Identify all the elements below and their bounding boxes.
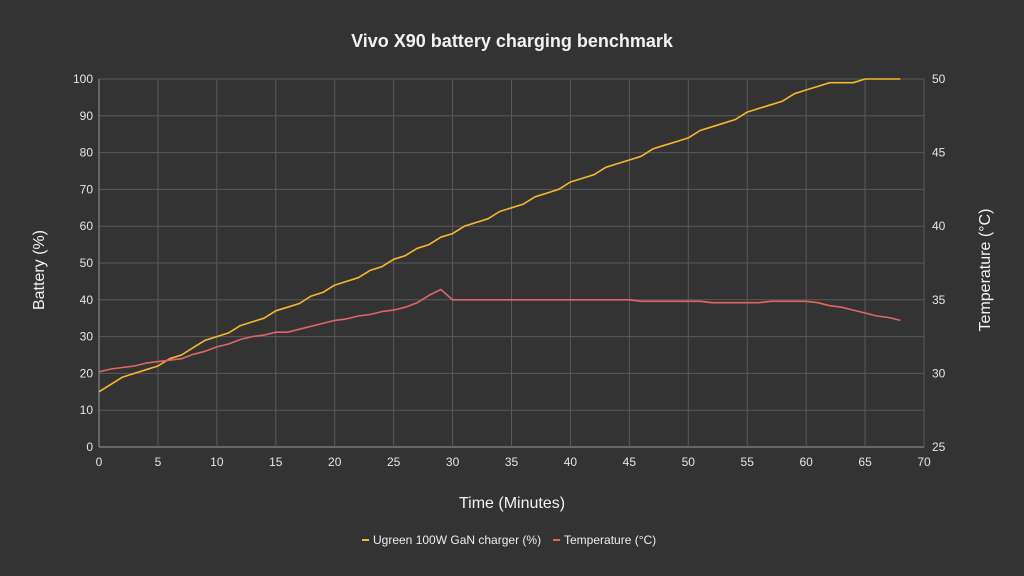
y-tick-label: 50: [80, 256, 94, 270]
x-tick-label: 45: [623, 455, 637, 469]
x-tick-label: 55: [741, 455, 755, 469]
y-tick-label: 60: [80, 219, 94, 233]
y-tick-label: 80: [80, 146, 94, 160]
x-tick-label: 30: [446, 455, 460, 469]
x-tick-label: 40: [564, 455, 578, 469]
x-tick-label: 5: [155, 455, 162, 469]
y-tick-label: 70: [80, 182, 94, 196]
grid: [98, 78, 925, 448]
series-line-1: [98, 78, 901, 393]
y2-tick-label: 45: [932, 146, 946, 160]
y-tick-label: 100: [73, 72, 93, 86]
x-tick-label: 15: [269, 455, 283, 469]
y2-tick-label: 50: [932, 72, 946, 86]
x-tick-label: 65: [858, 455, 872, 469]
x-tick-label: 35: [505, 455, 519, 469]
chart-title: Vivo X90 battery charging benchmark: [351, 31, 674, 51]
y2-tick-label: 30: [932, 366, 946, 380]
legend-label: Temperature (°C): [564, 533, 656, 547]
x-tick-label: 20: [328, 455, 342, 469]
y2-axis-label: Temperature (°C): [977, 209, 994, 332]
y-tick-label: 30: [80, 330, 94, 344]
y-tick-label: 0: [86, 440, 93, 454]
y-tick-label: 20: [80, 366, 94, 380]
y-tick-label: 10: [80, 403, 94, 417]
x-axis-label: Time (Minutes): [459, 495, 565, 512]
tick-labels: 0 5 10 15 20 25 30 35 40 45 50 55 60 65 70 0 10 20 30 40 50 6…: [73, 72, 946, 469]
y2-tick-label: 40: [932, 219, 946, 233]
series-line-2: [98, 288, 901, 373]
y2-tick-label: 35: [932, 293, 946, 307]
x-tick-label: 0: [96, 455, 103, 469]
y-tick-label: 90: [80, 109, 94, 123]
legend: Ugreen 100W GaN charger (%) Temperature (…: [362, 533, 656, 547]
legend-label: Ugreen 100W GaN charger (%): [373, 533, 541, 547]
y-tick-label: 40: [80, 293, 94, 307]
y-axis-label: Battery (%): [31, 230, 48, 310]
series-lines: [98, 78, 901, 393]
x-tick-label: 50: [682, 455, 696, 469]
x-tick-label: 60: [799, 455, 813, 469]
y2-tick-label: 25: [932, 440, 946, 454]
x-tick-label: 10: [210, 455, 224, 469]
x-tick-label: 70: [917, 455, 931, 469]
x-tick-label: 25: [387, 455, 401, 469]
